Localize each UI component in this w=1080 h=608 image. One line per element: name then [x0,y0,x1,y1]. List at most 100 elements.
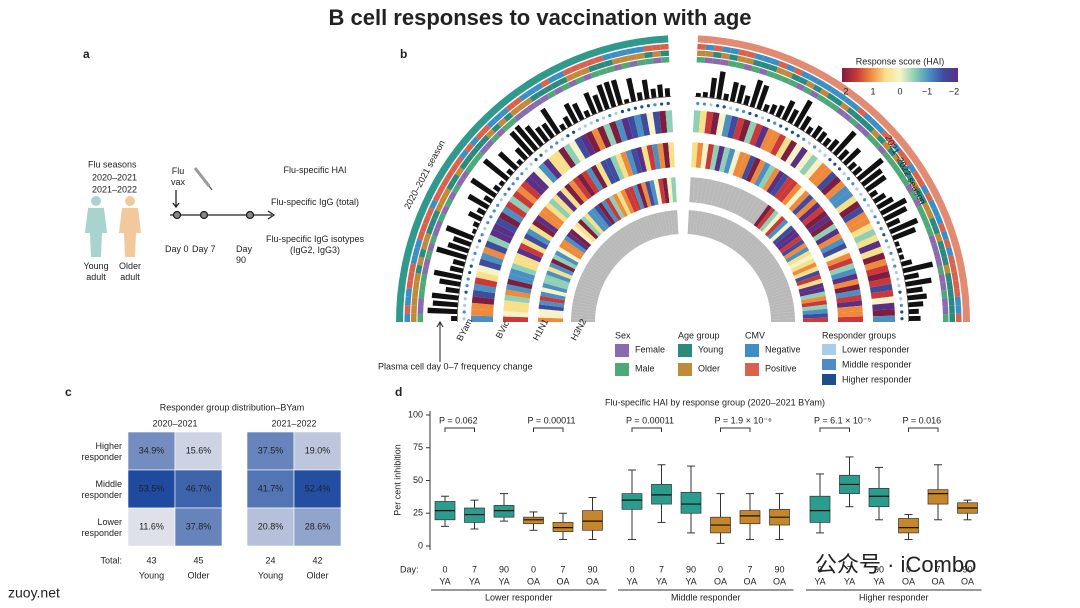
annotation-cell [418,289,425,299]
annotation-cell [892,142,902,153]
responder-dot [489,215,493,219]
annotation-cell [823,98,833,108]
p-value: P = 0.00011 [528,415,576,425]
responder-dot [614,111,618,116]
annotation-cell [941,289,948,299]
responder-dot [884,239,889,243]
annotation-cell [922,202,931,213]
heatmap-cell [755,258,777,274]
heatmap-cell [574,136,591,159]
day-label: Day 0 [165,244,189,254]
x-group-label: OA [527,576,540,586]
heatmap-cell [671,177,677,203]
assay-label: Flu-specific HAI [283,165,347,175]
annotation-cell [441,205,450,215]
annotation-cell [522,97,533,107]
frequency-bar [902,261,934,274]
heatmap-cell [738,119,751,142]
annotation-cell [560,82,571,92]
annotation-cell [590,70,600,79]
p-bracket [631,427,662,432]
annotation-cell [459,149,469,160]
heatmap-cell [758,164,776,189]
y-axis-title: Per cent inhibition [392,444,402,516]
responder-dot [863,198,867,202]
heatmap-cell [603,123,617,147]
frequency-bar [472,221,480,228]
heatmap-cell [836,300,863,308]
annotation-cell [852,112,863,122]
frequency-bar [592,94,604,113]
legend-swatch [822,359,836,370]
heatmap-cell [610,155,625,181]
frequency-bar [904,272,920,281]
heatmap-cell [744,197,762,221]
frequency-bar [439,278,461,287]
y-tick-label: 0 [418,540,423,550]
annotation-cell [644,51,653,59]
responder-dot [894,270,898,275]
frequency-bar [433,269,462,281]
responder-dot [760,116,765,120]
annotation-cell [507,117,518,127]
responder-dot [520,172,524,176]
heatmap-cell [796,274,822,287]
heatmap-cell [695,142,704,168]
annotation-cell [417,256,425,266]
x-tick-label: 90 [686,564,696,574]
annotation-cell [943,264,951,274]
heatmap-cell [611,233,630,255]
heatmap-cell [580,215,602,237]
annotation-cell [580,67,591,76]
annotation-cell [417,305,424,315]
frequency-bar [603,81,617,108]
heatmap-cell [762,213,782,235]
x-group-label: OA [961,576,974,586]
annotation-cell [856,107,867,117]
x-tick-label: 0 [718,564,723,574]
heatmap-cell [583,266,607,281]
heatmap-cell [590,207,610,230]
x-group-label: OA [586,576,599,586]
frequency-bar [571,102,585,121]
heatmap-cell [549,262,574,276]
heatmap-cell [668,142,675,168]
annotation-cell [429,234,438,245]
responder-dot [589,121,593,125]
frequency-bar [865,174,887,193]
annotation-cell [637,59,646,66]
frequency-bar [482,158,510,182]
heatmap-cell [600,159,616,185]
responder-group-label: Lower responder [485,592,553,602]
x-tick-label: 90 [874,564,884,574]
heatmap-cell [571,311,596,317]
annotation-cell [928,199,937,210]
cell-label: 46.7% [186,483,212,493]
heatmap-cell [645,180,656,207]
heatmap-cell [548,154,567,176]
responder-dot [773,121,777,125]
x-group-label: YA [439,576,450,586]
heatmap-cell [795,198,818,219]
frequency-bar [769,103,778,115]
watermark: zuoy.net [8,585,60,601]
annotation-cell [945,272,952,282]
heatmap-cell [826,252,852,267]
annotation-cell [914,187,924,198]
annotation-cell [410,255,419,265]
x-tick-label: 7 [472,564,477,574]
heatmap-cell [492,222,515,239]
heatmap-cell [718,219,732,243]
responder-dot [464,290,468,294]
heatmap-cell [621,117,634,141]
annotation-cell [833,97,844,107]
heatmap-cell [808,162,828,184]
responder-dot [480,233,484,237]
heatmap-cell [807,214,831,234]
responder-dot [529,162,533,166]
responder-dot [666,101,670,106]
heatmap-cell [872,302,895,311]
heatmap-cell [647,214,658,239]
annotation-cell [413,280,420,290]
heatmap-cell [794,150,813,172]
